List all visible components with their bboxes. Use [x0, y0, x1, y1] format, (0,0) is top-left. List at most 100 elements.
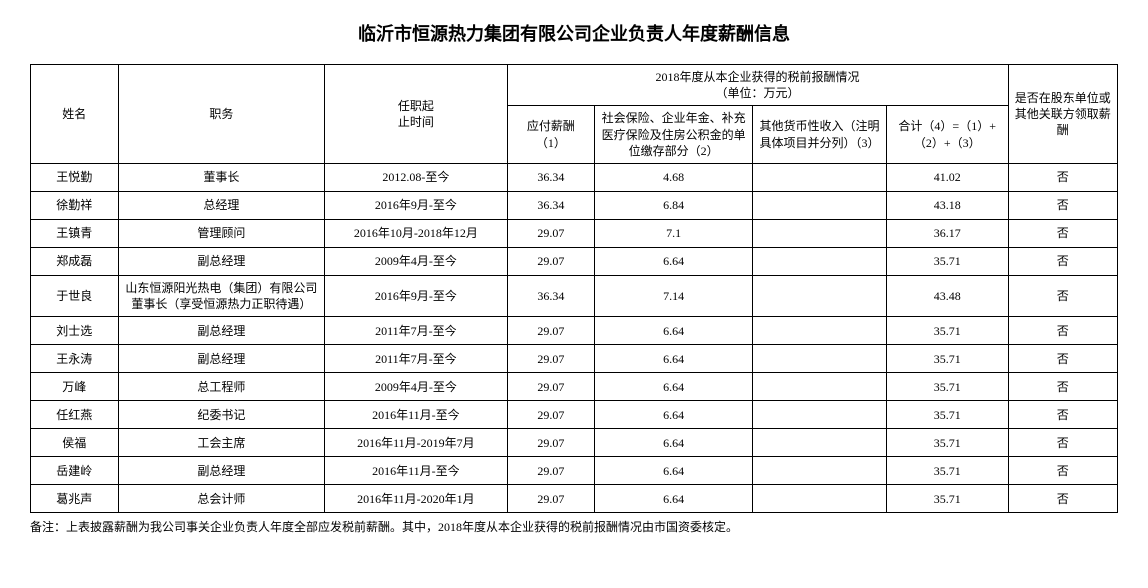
- cell-v4: 43.18: [886, 191, 1008, 219]
- cell-v1: 29.07: [507, 429, 595, 457]
- cell-flag: 否: [1008, 373, 1118, 401]
- th-position: 职务: [118, 65, 325, 164]
- cell-v3: [753, 191, 887, 219]
- cell-v1: 29.07: [507, 401, 595, 429]
- cell-v2: 6.64: [595, 345, 753, 373]
- cell-position: 副总经理: [118, 247, 325, 275]
- cell-v4: 43.48: [886, 275, 1008, 316]
- cell-v3: [753, 457, 887, 485]
- cell-position: 总工程师: [118, 373, 325, 401]
- cell-v1: 36.34: [507, 191, 595, 219]
- cell-v3: [753, 219, 887, 247]
- cell-v2: 6.64: [595, 247, 753, 275]
- th-period: 任职起止时间: [325, 65, 507, 164]
- cell-period: 2016年9月-至今: [325, 191, 507, 219]
- table-header: 姓名 职务 任职起止时间 2018年度从本企业获得的税前报酬情况（单位：万元） …: [31, 65, 1118, 164]
- table-row: 王悦勤董事长2012.08-至今36.344.68 41.02否: [31, 163, 1118, 191]
- cell-name: 王永涛: [31, 345, 119, 373]
- cell-name: 王镇青: [31, 219, 119, 247]
- cell-position: 纪委书记: [118, 401, 325, 429]
- cell-v3: [753, 275, 887, 316]
- cell-v3: [753, 373, 887, 401]
- cell-name: 郑成磊: [31, 247, 119, 275]
- th-col1: 应付薪酬（1）: [507, 106, 595, 164]
- cell-flag: 否: [1008, 429, 1118, 457]
- cell-v4: 35.71: [886, 401, 1008, 429]
- cell-v3: [753, 345, 887, 373]
- cell-flag: 否: [1008, 275, 1118, 316]
- table-row: 葛兆声总会计师2016年11月-2020年1月29.076.6435.71否: [31, 485, 1118, 513]
- cell-flag: 否: [1008, 247, 1118, 275]
- cell-v1: 29.07: [507, 457, 595, 485]
- cell-v4: 41.02: [886, 163, 1008, 191]
- cell-flag: 否: [1008, 457, 1118, 485]
- cell-position: 总会计师: [118, 485, 325, 513]
- page-title: 临沂市恒源热力集团有限公司企业负责人年度薪酬信息: [30, 20, 1118, 46]
- salary-table: 姓名 职务 任职起止时间 2018年度从本企业获得的税前报酬情况（单位：万元） …: [30, 64, 1118, 513]
- cell-name: 徐勤祥: [31, 191, 119, 219]
- cell-v2: 6.64: [595, 373, 753, 401]
- cell-v3: [753, 401, 887, 429]
- cell-v4: 35.71: [886, 247, 1008, 275]
- cell-v2: 7.1: [595, 219, 753, 247]
- cell-v4: 35.71: [886, 345, 1008, 373]
- cell-position: 山东恒源阳光热电（集团）有限公司董事长（享受恒源热力正职待遇）: [118, 275, 325, 316]
- cell-period: 2016年11月-至今: [325, 457, 507, 485]
- cell-v1: 29.07: [507, 485, 595, 513]
- cell-v2: 6.64: [595, 317, 753, 345]
- table-row: 刘士选副总经理2011年7月-至今29.076.6435.71否: [31, 317, 1118, 345]
- table-row: 郑成磊副总经理2009年4月-至今29.076.6435.71否: [31, 247, 1118, 275]
- table-row: 王镇青管理顾问2016年10月-2018年12月29.077.136.17否: [31, 219, 1118, 247]
- cell-position: 副总经理: [118, 317, 325, 345]
- cell-flag: 否: [1008, 163, 1118, 191]
- footnote: 备注：上表披露薪酬为我公司事关企业负责人年度全部应发税前薪酬。其中，2018年度…: [30, 519, 1118, 536]
- cell-name: 任红燕: [31, 401, 119, 429]
- cell-v4: 35.71: [886, 373, 1008, 401]
- cell-v2: 4.68: [595, 163, 753, 191]
- th-col2: 社会保险、企业年金、补充医疗保险及住房公积金的单位缴存部分（2）: [595, 106, 753, 164]
- th-group: 2018年度从本企业获得的税前报酬情况（单位：万元）: [507, 65, 1008, 106]
- cell-period: 2012.08-至今: [325, 163, 507, 191]
- cell-flag: 否: [1008, 317, 1118, 345]
- cell-v1: 29.07: [507, 345, 595, 373]
- cell-v1: 29.07: [507, 219, 595, 247]
- cell-v1: 29.07: [507, 317, 595, 345]
- cell-name: 刘士选: [31, 317, 119, 345]
- th-name: 姓名: [31, 65, 119, 164]
- cell-v3: [753, 317, 887, 345]
- cell-flag: 否: [1008, 191, 1118, 219]
- cell-v3: [753, 247, 887, 275]
- cell-period: 2011年7月-至今: [325, 345, 507, 373]
- cell-position: 董事长: [118, 163, 325, 191]
- table-row: 任红燕纪委书记2016年11月-至今29.076.6435.71否: [31, 401, 1118, 429]
- cell-flag: 否: [1008, 485, 1118, 513]
- cell-v4: 35.71: [886, 485, 1008, 513]
- cell-flag: 否: [1008, 401, 1118, 429]
- cell-name: 葛兆声: [31, 485, 119, 513]
- cell-v1: 36.34: [507, 163, 595, 191]
- cell-name: 侯福: [31, 429, 119, 457]
- cell-v2: 6.64: [595, 457, 753, 485]
- cell-v2: 6.64: [595, 401, 753, 429]
- cell-v4: 35.71: [886, 429, 1008, 457]
- cell-v4: 36.17: [886, 219, 1008, 247]
- table-body: 王悦勤董事长2012.08-至今36.344.6841.02否徐勤祥总经理201…: [31, 163, 1118, 512]
- cell-position: 管理顾问: [118, 219, 325, 247]
- cell-position: 副总经理: [118, 345, 325, 373]
- cell-position: 工会主席: [118, 429, 325, 457]
- table-row: 侯福工会主席2016年11月-2019年7月29.076.6435.71否: [31, 429, 1118, 457]
- cell-period: 2016年9月-至今: [325, 275, 507, 316]
- table-row: 万峰总工程师2009年4月-至今29.076.6435.71否: [31, 373, 1118, 401]
- cell-v4: 35.71: [886, 457, 1008, 485]
- cell-name: 王悦勤: [31, 163, 119, 191]
- cell-v1: 36.34: [507, 275, 595, 316]
- cell-v1: 29.07: [507, 373, 595, 401]
- table-row: 岳建岭副总经理2016年11月-至今29.076.6435.71否: [31, 457, 1118, 485]
- cell-position: 总经理: [118, 191, 325, 219]
- cell-period: 2016年11月-2019年7月: [325, 429, 507, 457]
- cell-v3: [753, 485, 887, 513]
- cell-period: 2009年4月-至今: [325, 373, 507, 401]
- table-row: 王永涛副总经理2011年7月-至今29.076.6435.71否: [31, 345, 1118, 373]
- th-col3: 其他货币性收入（注明具体项目并分列）（3）: [753, 106, 887, 164]
- cell-period: 2016年11月-2020年1月: [325, 485, 507, 513]
